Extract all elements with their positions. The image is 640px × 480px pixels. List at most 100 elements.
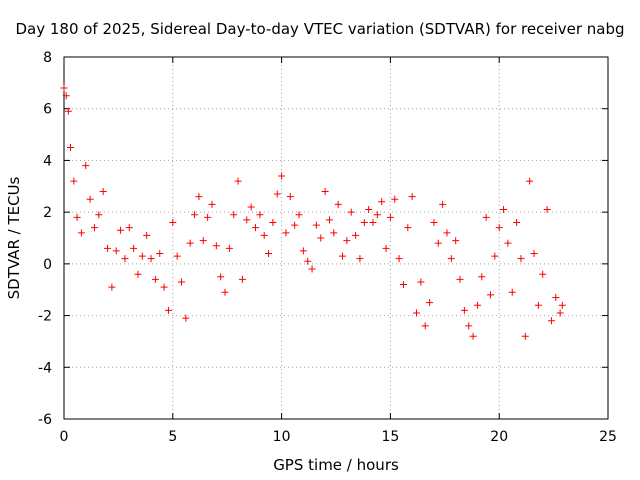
data-point (62, 92, 70, 100)
data-point (212, 242, 220, 250)
data-point (112, 247, 120, 255)
x-tick-label: 10 (273, 429, 291, 445)
data-point (160, 283, 168, 291)
y-tick-label: 4 (43, 153, 52, 169)
data-point (558, 301, 566, 309)
data-point (508, 288, 516, 296)
data-point (513, 218, 521, 226)
data-point (469, 332, 477, 340)
data-point (430, 218, 438, 226)
data-point (121, 255, 129, 263)
data-point (195, 193, 203, 201)
data-point (343, 237, 351, 245)
data-point (125, 224, 133, 232)
axes (63, 56, 609, 420)
data-point (539, 270, 547, 278)
data-points (60, 84, 566, 340)
data-point (82, 162, 90, 170)
chart-title: Day 180 of 2025, Sidereal Day-to-day VTE… (15, 20, 625, 38)
data-point (304, 257, 312, 265)
data-point (308, 265, 316, 273)
data-point (286, 193, 294, 201)
data-point (404, 224, 412, 232)
data-point (230, 211, 238, 219)
data-point (260, 231, 268, 239)
data-point (526, 177, 534, 185)
data-point (421, 322, 429, 330)
data-point (130, 244, 138, 252)
data-point (491, 252, 499, 260)
y-tick-label: 6 (43, 102, 52, 118)
data-point (273, 190, 281, 198)
y-tick-label: 8 (43, 50, 52, 66)
data-point (178, 278, 186, 286)
data-point (386, 213, 394, 221)
data-point (156, 250, 164, 258)
data-point (452, 237, 460, 245)
data-point (278, 172, 286, 180)
data-point (90, 224, 98, 232)
data-point (312, 221, 320, 229)
data-point (547, 317, 555, 325)
data-point (417, 278, 425, 286)
data-point (182, 314, 190, 322)
data-point (173, 252, 181, 260)
data-point (456, 275, 464, 283)
data-point (186, 239, 194, 247)
data-point (473, 301, 481, 309)
data-point (426, 299, 434, 307)
data-point (108, 283, 116, 291)
data-point (204, 213, 212, 221)
data-point (391, 195, 399, 203)
data-point (439, 200, 447, 208)
data-point (521, 332, 529, 340)
data-point (243, 216, 251, 224)
data-point (395, 255, 403, 263)
data-point (321, 187, 329, 195)
x-tick-label: 0 (60, 429, 69, 445)
data-point (169, 218, 177, 226)
data-point (256, 211, 264, 219)
data-point (251, 224, 259, 232)
data-point (238, 275, 246, 283)
data-point (265, 250, 273, 258)
data-point (330, 229, 338, 237)
data-point (334, 200, 342, 208)
data-point (482, 213, 490, 221)
data-point (495, 224, 503, 232)
data-point (408, 193, 416, 201)
data-point (552, 293, 560, 301)
data-point (486, 291, 494, 299)
data-point (556, 309, 564, 317)
data-point (70, 177, 78, 185)
data-point (164, 306, 172, 314)
data-point (73, 213, 81, 221)
data-point (199, 237, 207, 245)
data-point (77, 229, 85, 237)
data-point (247, 203, 255, 211)
y-tick-label: -2 (38, 309, 52, 325)
data-point (325, 216, 333, 224)
data-point (138, 252, 146, 260)
data-point (478, 273, 486, 281)
data-point (104, 244, 112, 252)
data-point (234, 177, 242, 185)
x-axis-label: GPS time / hours (273, 456, 399, 474)
data-point (295, 211, 303, 219)
data-point (291, 221, 299, 229)
data-point (191, 211, 199, 219)
data-point (208, 200, 216, 208)
x-tick-label: 20 (490, 429, 508, 445)
tick-labels: 0 5 10 15 20 25 -6 -4 -2 0 2 4 6 8 (38, 50, 617, 445)
y-tick-label: 0 (43, 257, 52, 273)
data-point (413, 309, 421, 317)
data-point (269, 218, 277, 226)
data-point (434, 239, 442, 247)
data-point (517, 255, 525, 263)
data-point (365, 206, 373, 214)
data-point (373, 211, 381, 219)
data-point (369, 218, 377, 226)
data-point (221, 288, 229, 296)
y-axis-label: SDTVAR / TECUs (5, 176, 23, 300)
